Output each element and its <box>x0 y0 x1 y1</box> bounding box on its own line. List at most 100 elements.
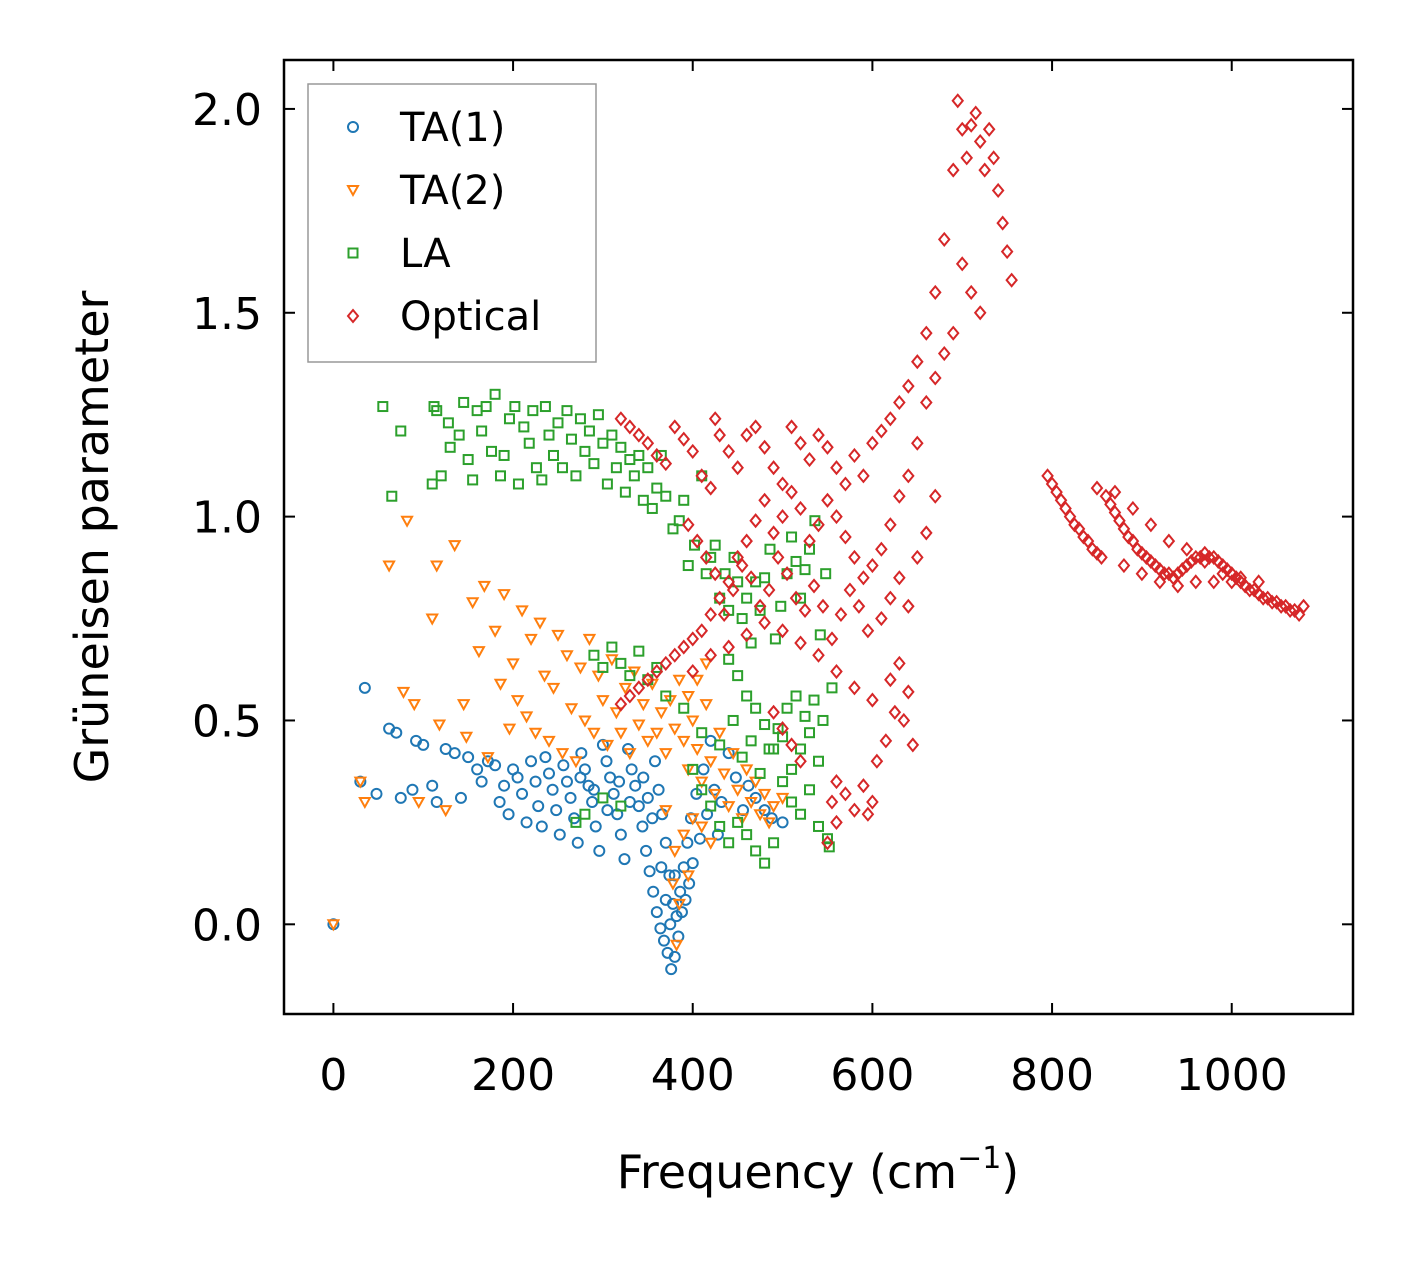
data-point-ta1 <box>520 816 533 829</box>
data-point-ta2 <box>542 735 556 748</box>
data-point-la <box>714 820 726 832</box>
data-point-optical <box>857 778 870 794</box>
y-axis-label: Grüneisen parameter <box>65 290 119 783</box>
data-point-la <box>813 820 824 832</box>
data-point-optical <box>884 672 897 688</box>
data-point-ta2 <box>739 764 754 777</box>
data-point-la <box>480 401 492 413</box>
data-point-ta1 <box>593 844 606 857</box>
data-point-ta1 <box>471 763 484 776</box>
data-point-la <box>565 433 577 445</box>
data-point-optical <box>623 419 637 435</box>
data-point-ta2 <box>560 650 574 663</box>
data-point-optical <box>830 663 843 680</box>
data-point-la <box>820 568 832 580</box>
data-point-optical <box>740 627 753 643</box>
data-point-la <box>769 633 781 645</box>
data-point-ta2 <box>748 776 763 789</box>
data-point-ta1 <box>560 775 573 788</box>
data-point-ta1 <box>647 885 660 898</box>
data-point-ta1 <box>711 828 724 841</box>
data-point-ta1 <box>406 783 419 796</box>
data-point-optical <box>830 460 843 476</box>
data-point-ta2 <box>695 821 709 834</box>
data-point-ta1 <box>493 796 506 808</box>
data-point-optical <box>771 549 785 565</box>
data-point-optical <box>776 623 789 639</box>
data-point-optical <box>875 541 888 557</box>
data-point-la <box>754 604 766 616</box>
data-point-ta2 <box>699 658 713 671</box>
data-point-ta2 <box>459 731 474 744</box>
data-point-ta1 <box>625 763 638 776</box>
data-point-ta2 <box>502 723 517 736</box>
data-point-la <box>804 784 816 796</box>
data-point-optical <box>749 419 762 435</box>
data-point-la <box>597 437 609 449</box>
data-point-optical <box>704 606 718 623</box>
data-point-ta2 <box>686 813 700 826</box>
data-point-optical <box>659 655 673 671</box>
data-point-optical <box>681 517 695 533</box>
data-point-optical <box>758 439 771 455</box>
data-point-ta1 <box>664 918 677 931</box>
data-point-la <box>732 816 744 828</box>
data-point-la <box>714 739 726 751</box>
data-point-optical <box>812 517 825 533</box>
data-point-la <box>386 490 398 502</box>
data-point-optical <box>690 533 704 549</box>
data-point-la <box>646 502 658 514</box>
data-point-optical <box>1162 533 1176 549</box>
data-point-ta1 <box>655 861 668 874</box>
data-point-optical <box>713 427 726 443</box>
data-point-ta1 <box>516 787 529 800</box>
data-point-optical <box>964 117 978 133</box>
data-point-ta2 <box>681 691 695 704</box>
data-point-la <box>512 478 524 490</box>
data-point-optical <box>713 590 726 606</box>
data-point-la <box>628 470 640 482</box>
data-point-optical <box>740 427 753 443</box>
data-point-optical <box>848 802 861 818</box>
data-point-ta1 <box>532 800 545 813</box>
data-point-la <box>503 413 515 425</box>
data-point-optical <box>762 582 776 598</box>
data-point-optical <box>744 570 758 586</box>
data-point-optical <box>821 439 834 455</box>
data-point-optical <box>735 557 749 574</box>
plot-frame <box>282 58 1355 1016</box>
data-point-optical <box>785 484 798 500</box>
data-point-ta2 <box>766 801 781 814</box>
data-point-optical <box>1265 594 1279 610</box>
data-point-ta2 <box>668 723 682 736</box>
data-point-ta2 <box>650 727 664 740</box>
data-point-la <box>615 800 627 812</box>
data-point-ta2 <box>681 870 695 883</box>
data-point-la <box>795 808 807 820</box>
data-point-la <box>597 661 609 673</box>
data-point-ta2 <box>762 817 776 830</box>
data-point-optical <box>821 835 834 851</box>
data-point-la <box>486 445 498 457</box>
data-point-ta1 <box>564 791 577 804</box>
data-point-ta2 <box>587 727 601 740</box>
data-point-optical <box>825 794 839 810</box>
tick-labels-layer: 0 200 400 600 800 1000 0.0 0.5 1.0 1.5 2.0 <box>192 85 1288 1101</box>
data-point-la <box>489 388 501 400</box>
data-point-optical <box>623 688 637 704</box>
data-point-ta1 <box>543 767 556 780</box>
data-point-la <box>556 462 568 474</box>
data-point-optical <box>879 733 893 749</box>
data-point-optical <box>911 354 924 370</box>
data-point-ta1 <box>659 893 672 906</box>
data-point-optical <box>884 590 897 606</box>
data-point-ta2 <box>690 744 704 757</box>
data-point-optical <box>834 606 848 623</box>
data-point-ta1 <box>553 828 566 841</box>
data-point-ta2 <box>753 809 767 822</box>
data-point-optical <box>1095 549 1108 565</box>
data-point-la <box>426 478 438 490</box>
data-point-optical <box>964 284 978 300</box>
data-point-optical <box>677 431 691 447</box>
data-point-ta2 <box>432 719 447 732</box>
